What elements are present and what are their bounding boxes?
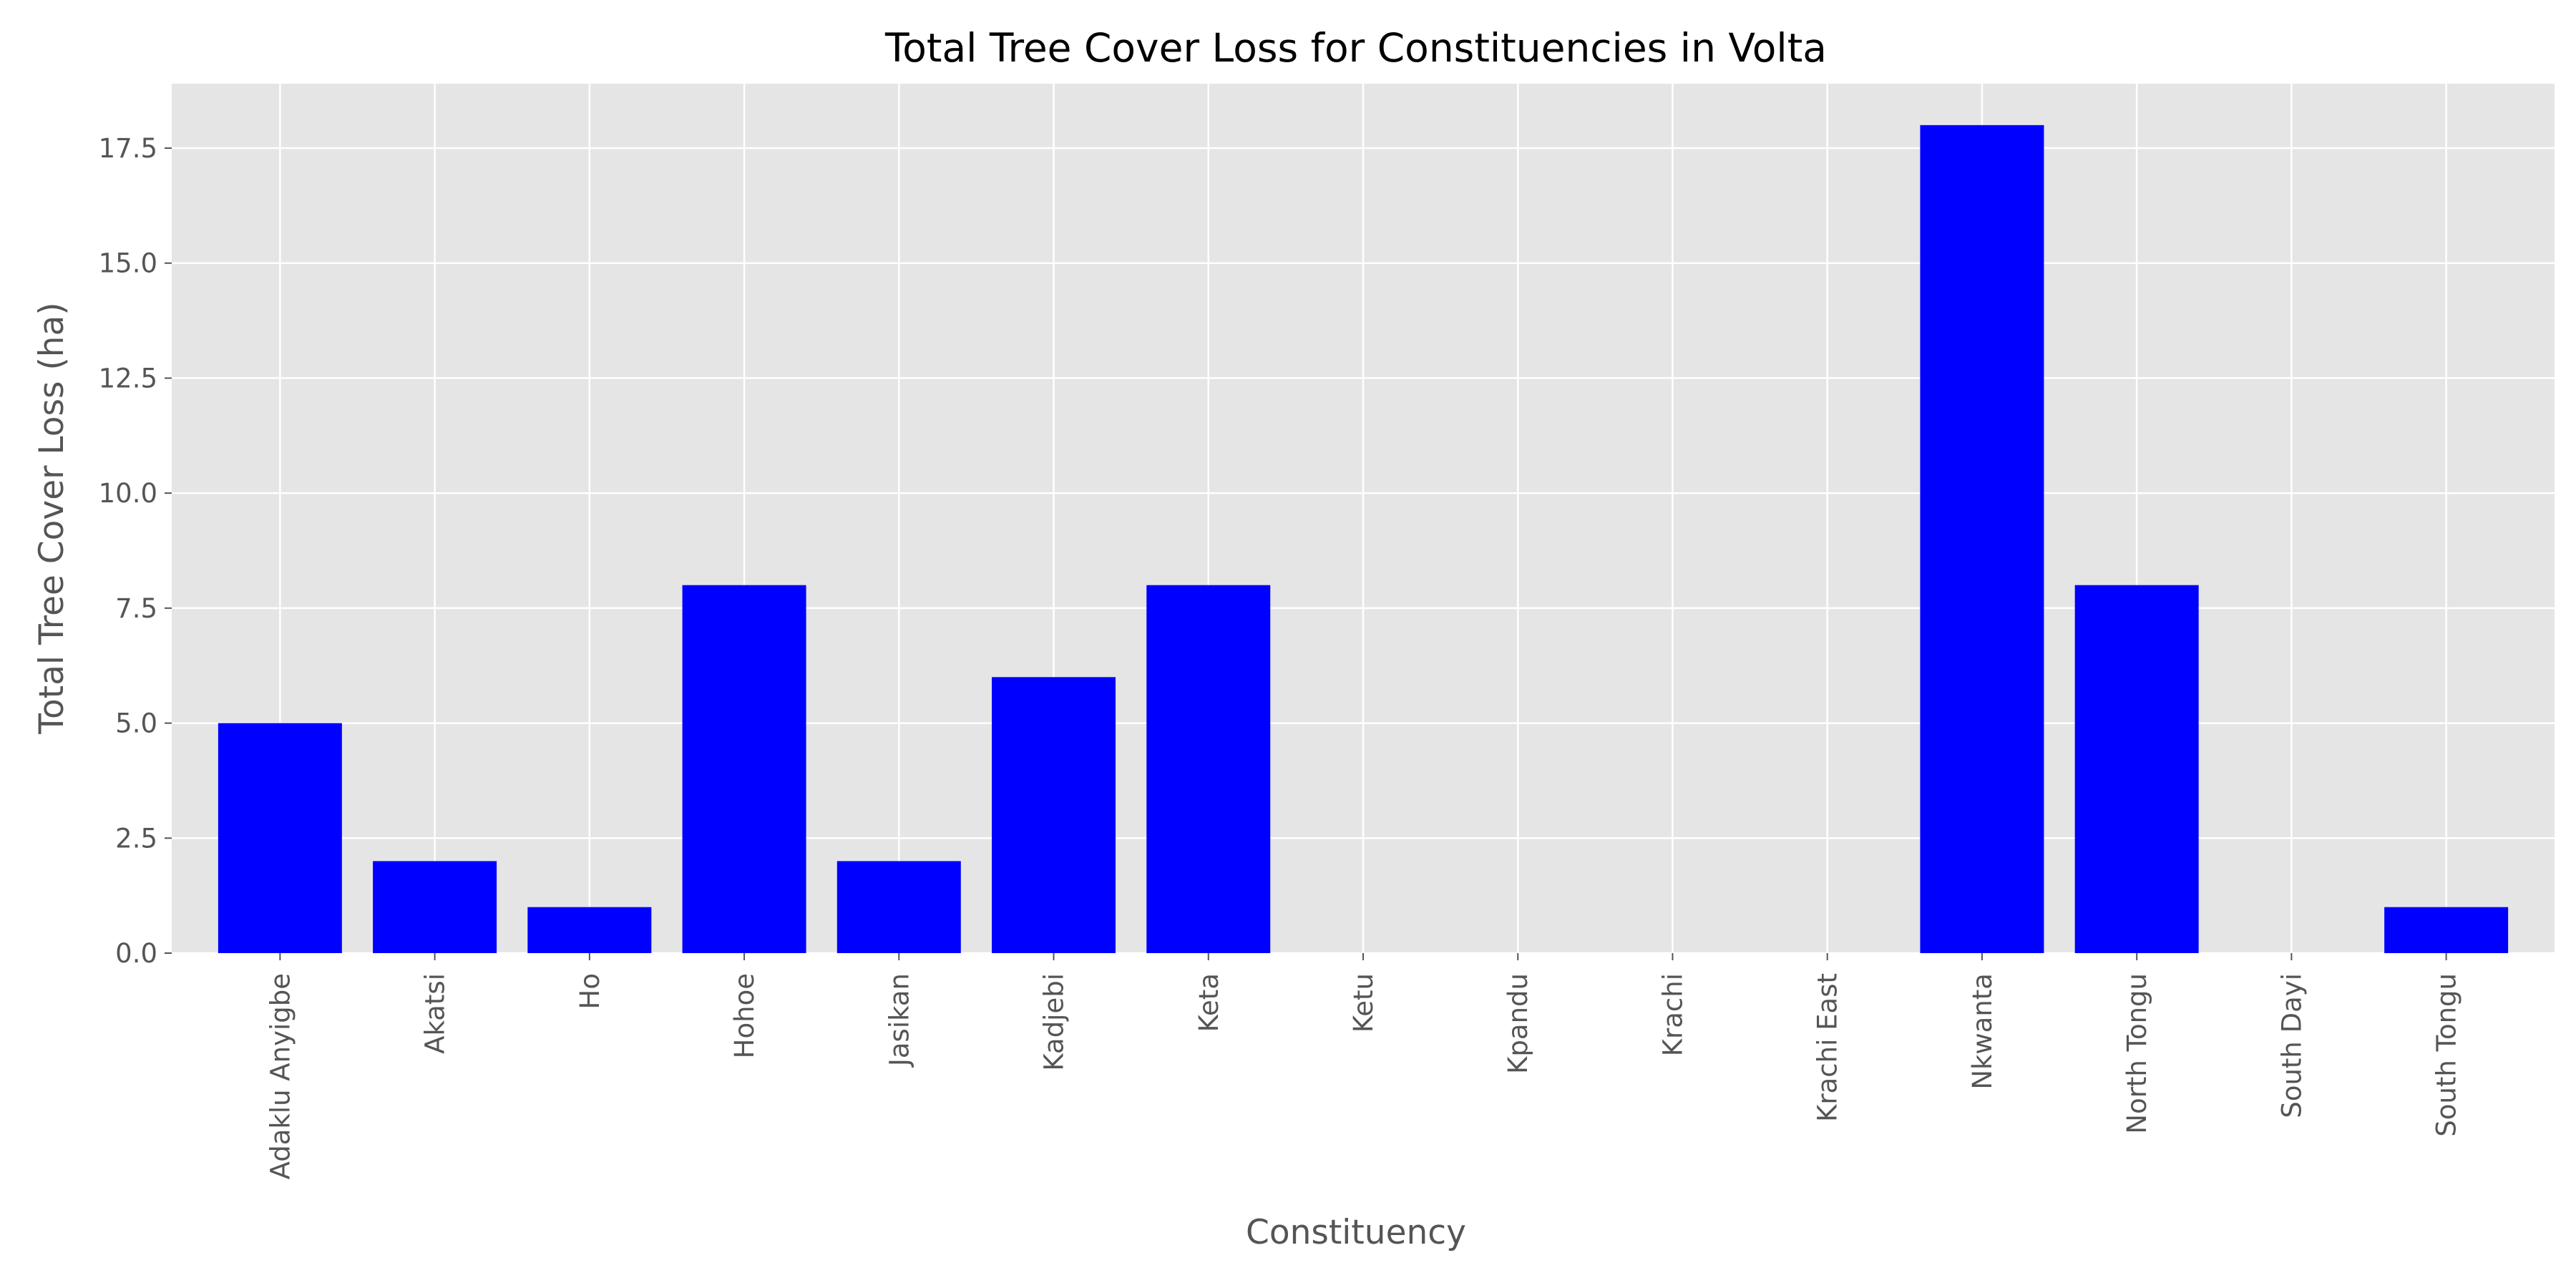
bar-nkwanta bbox=[1920, 125, 2044, 953]
bar-keta bbox=[1146, 585, 1271, 953]
x-tick-label: North Tongu bbox=[2122, 973, 2152, 1134]
y-tick-label: 15.0 bbox=[99, 248, 157, 279]
bars bbox=[218, 125, 2509, 953]
y-axis-ticks: 0.0 2.5 5.0 7.5 10.0 12.5 15.0 17.5 bbox=[99, 133, 172, 969]
bar-jasikan bbox=[836, 861, 961, 953]
bar-south-tongu bbox=[2384, 907, 2509, 953]
bar-akatsi bbox=[373, 861, 497, 953]
y-tick-label: 10.0 bbox=[99, 478, 157, 509]
y-tick-label: 2.5 bbox=[115, 823, 157, 854]
x-tick-label: Krachi bbox=[1657, 973, 1688, 1056]
x-tick-label: Krachi East bbox=[1813, 973, 1843, 1122]
x-tick-label: South Tongu bbox=[2431, 973, 2462, 1137]
x-tick-label: Kpandu bbox=[1503, 973, 1533, 1074]
x-tick-label: Adaklu Anyigbe bbox=[265, 973, 296, 1179]
bar-kadjebi bbox=[992, 677, 1116, 953]
x-tick-label: Kadjebi bbox=[1039, 973, 1070, 1071]
chart-title: Total Tree Cover Loss for Constituencies… bbox=[884, 25, 1827, 71]
y-tick-label: 17.5 bbox=[99, 133, 157, 164]
x-tick-label: Ho bbox=[575, 973, 605, 1009]
bar-hohoe bbox=[682, 585, 806, 953]
x-tick-label: Hohoe bbox=[729, 973, 760, 1058]
y-tick-label: 0.0 bbox=[115, 938, 157, 969]
x-tick-label: Keta bbox=[1194, 973, 1224, 1032]
bar-ho bbox=[527, 907, 652, 953]
bar-north-tongu bbox=[2074, 585, 2199, 953]
x-tick-label: Akatsi bbox=[420, 973, 451, 1054]
x-axis-ticks: Adaklu Anyigbe Akatsi Ho Hohoe Jasikan Kadjeb… bbox=[265, 953, 2462, 1179]
y-tick-label: 7.5 bbox=[115, 593, 157, 624]
x-tick-label: South Dayi bbox=[2276, 973, 2307, 1118]
x-axis-title: Constituency bbox=[1246, 1213, 1466, 1252]
x-tick-label: Ketu bbox=[1348, 973, 1379, 1033]
y-tick-label: 12.5 bbox=[99, 363, 157, 394]
y-tick-label: 5.0 bbox=[115, 708, 157, 739]
x-tick-label: Jasikan bbox=[884, 973, 914, 1068]
bar-adaklu-anyigbe bbox=[218, 723, 342, 953]
y-axis-title: Total Tree Cover Loss (ha) bbox=[32, 302, 72, 734]
x-tick-label: Nkwanta bbox=[1967, 973, 1998, 1090]
